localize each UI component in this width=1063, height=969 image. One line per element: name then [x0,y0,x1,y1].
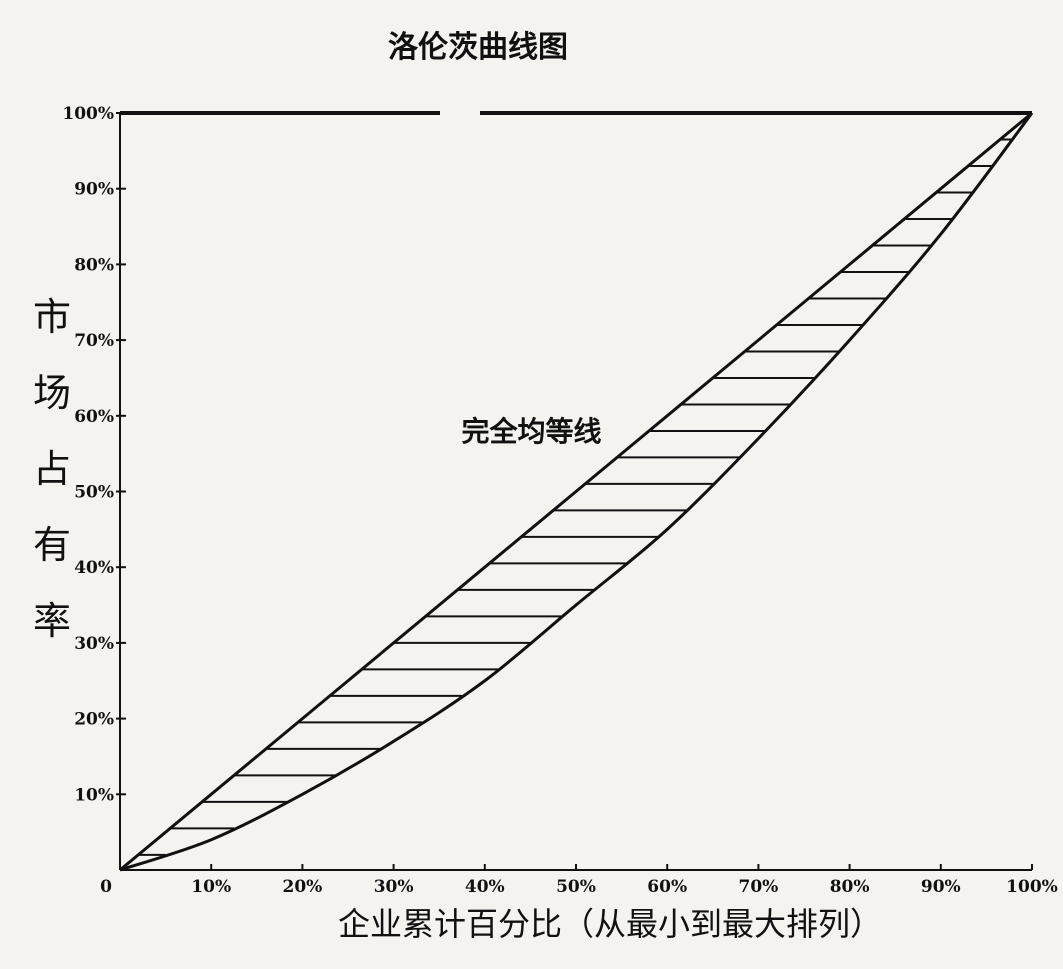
y-tick-label: 70% [74,331,114,351]
y-tick-label: 50% [74,483,114,503]
y-axis-label-char: 率 [33,599,71,643]
y-tick-label: 80% [74,255,114,275]
y-tick-label: 90% [74,180,114,200]
x-tick-label: 50% [556,877,596,897]
x-tick-label: 20% [282,877,322,897]
y-tick-label: 30% [74,634,114,654]
lorenz-curve [119,112,1034,872]
x-tick-label: 100% [1006,877,1058,897]
equality-line [119,111,1033,872]
y-axis-label-char: 场 [33,371,71,415]
hatch-region [138,138,1013,856]
curves [119,111,1034,872]
x-axis-label: 企业累计百分比（从最小到最大排列） [338,905,882,943]
x-axis-ticks: 0 10% 20% 30% 40% 50% 60% 70% 80% 90% 100% [100,864,1058,897]
y-tick-label: 20% [74,710,114,730]
equality-line-label: 完全均等线 [462,415,602,448]
x-tick-label: 80% [830,877,870,897]
y-tick-label: 40% [74,558,114,578]
x-tick-label: 40% [465,877,505,897]
y-axis-label-char: 占 [33,447,71,491]
chart-title: 洛伦茨曲线图 [388,30,568,65]
y-axis-label-char: 市 [33,295,71,339]
x-tick-label: 0 [100,877,112,897]
y-axis-label-char: 有 [33,523,71,567]
y-tick-label: 100% [62,104,114,124]
x-tick-label: 10% [191,877,231,897]
x-tick-label: 60% [647,877,687,897]
x-tick-label: 30% [374,877,414,897]
y-tick-label: 60% [74,407,114,427]
x-tick-label: 90% [921,877,961,897]
x-tick-label: 70% [738,877,778,897]
y-axis-ticks: 10% 20% 30% 40% 50% 60% 70% 80% 90% 100% [62,104,126,805]
y-tick-label: 10% [74,785,114,805]
